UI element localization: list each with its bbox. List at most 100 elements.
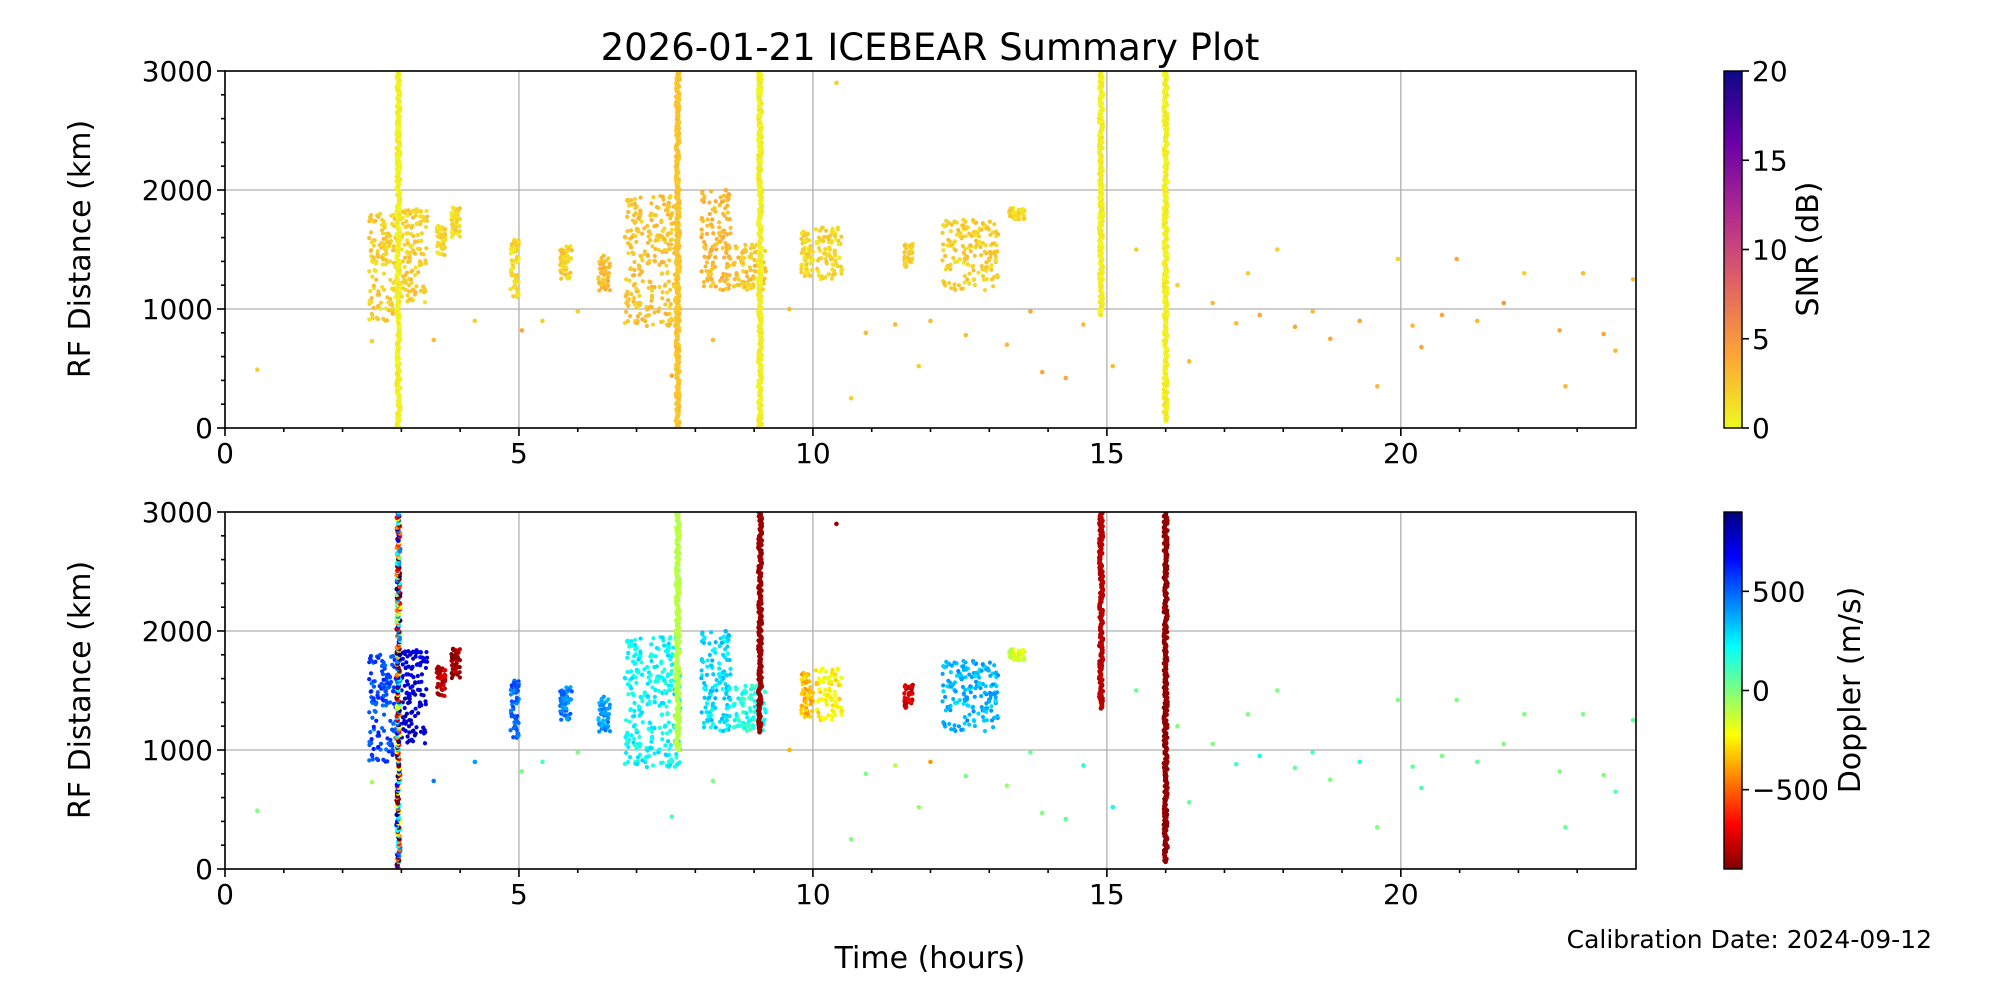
- snr-cluster-point: [657, 306, 662, 311]
- snr-cluster-point: [381, 236, 386, 241]
- snr-cluster-point: [967, 231, 972, 236]
- snr-cluster-point: [660, 228, 665, 234]
- snr-cluster-point: [714, 236, 719, 242]
- snr-cluster-point: [668, 194, 673, 199]
- doppler-cluster-point: [651, 636, 656, 641]
- doppler-cluster-point: [807, 679, 812, 684]
- snr-cluster-point: [560, 268, 565, 273]
- snr-cluster-point: [713, 199, 718, 204]
- doppler-cluster-point: [380, 697, 386, 703]
- snr-cluster-point: [379, 245, 384, 250]
- doppler-cluster-point: [652, 700, 658, 705]
- snr-cluster-point: [659, 219, 664, 225]
- snr-cluster-point: [943, 253, 948, 259]
- doppler-cluster-point: [664, 753, 670, 758]
- snr-cluster-point: [419, 238, 424, 243]
- snr-cluster-point: [632, 213, 637, 218]
- snr-cluster-point: [813, 227, 819, 232]
- doppler-cluster-point: [721, 728, 726, 734]
- doppler-cluster-point: [416, 711, 421, 716]
- doppler-cluster-point: [632, 637, 638, 643]
- snr-cluster-point: [449, 210, 454, 216]
- doppler-cluster-point: [634, 746, 639, 751]
- doppler-cluster-point: [646, 670, 651, 675]
- snr-cluster-point: [407, 255, 412, 261]
- snr-cluster-point: [971, 268, 976, 273]
- snr-cluster-point: [668, 301, 673, 307]
- snr-cluster-point: [373, 261, 378, 266]
- snr-cluster-point: [369, 296, 374, 301]
- snr-cluster-point: [717, 278, 723, 283]
- snr-cluster-point: [711, 231, 716, 236]
- doppler-cluster-point: [405, 682, 411, 687]
- snr-cluster-point: [728, 256, 733, 261]
- snr-cluster-point: [563, 272, 568, 277]
- doppler-cluster-point: [722, 696, 727, 701]
- doppler-cluster-point: [945, 684, 950, 689]
- snr-cluster-point: [642, 251, 647, 257]
- doppler-cluster-point: [725, 723, 730, 728]
- snr-cluster-point: [603, 269, 608, 274]
- snr-cluster-point: [634, 226, 639, 231]
- snr-cluster-point: [624, 292, 629, 297]
- doppler-cluster-point: [387, 674, 392, 679]
- doppler-cluster-point: [640, 672, 645, 677]
- snr-cluster-point: [710, 207, 715, 212]
- snr-cluster-point: [509, 273, 515, 278]
- doppler-cluster-point: [988, 693, 993, 698]
- doppler-cluster-point: [737, 723, 742, 728]
- doppler-cluster-point: [637, 734, 642, 739]
- snr-cluster-point: [832, 250, 837, 255]
- snr-scatter-point: [519, 328, 525, 333]
- doppler-cluster-point: [710, 701, 716, 706]
- doppler-cluster-point: [645, 754, 650, 759]
- doppler-cluster-point: [381, 660, 386, 665]
- snr-scatter-point: [1613, 348, 1618, 353]
- doppler-cluster-point: [943, 708, 948, 713]
- snr-cluster-point: [632, 295, 637, 301]
- snr-cluster-point: [634, 239, 639, 244]
- snr-grid: [224, 70, 1636, 429]
- doppler-cluster-point: [709, 663, 714, 669]
- doppler-cluster-point: [638, 694, 643, 700]
- snr-cluster-point: [943, 267, 948, 272]
- snr-cluster-point: [970, 263, 976, 268]
- doppler-cluster-point: [564, 716, 570, 721]
- snr-scatter-point: [848, 395, 854, 401]
- doppler-cluster-point: [390, 747, 395, 752]
- snr-cluster-point: [383, 262, 389, 267]
- snr-scatter-point: [255, 367, 260, 372]
- doppler-cluster-point: [634, 680, 639, 685]
- snr-cluster-point: [627, 278, 632, 283]
- snr-scatter-point: [1063, 375, 1069, 381]
- snr-cluster-point: [825, 235, 830, 240]
- snr-y-tick-label: 1000: [142, 293, 213, 326]
- snr-cluster-point: [439, 246, 444, 251]
- doppler-cluster-point: [512, 680, 517, 686]
- snr-cluster-point: [636, 216, 641, 221]
- doppler-cluster-point: [816, 714, 821, 719]
- snr-cluster-point: [961, 223, 966, 228]
- doppler-cluster-point: [622, 761, 627, 766]
- snr-cluster-point: [752, 268, 757, 274]
- doppler-cluster-point: [564, 685, 569, 690]
- snr-cluster-point: [387, 259, 393, 264]
- doppler-cluster-point: [662, 689, 667, 694]
- snr-cluster-point: [391, 244, 397, 249]
- doppler-cluster-point: [666, 641, 671, 646]
- doppler-cluster-point: [387, 684, 392, 690]
- snr-cluster-point: [940, 258, 945, 263]
- snr-cluster-point: [435, 243, 440, 249]
- snr-cluster-point: [596, 280, 602, 285]
- snr-cluster-point: [839, 234, 844, 239]
- snr-cluster-point: [908, 250, 913, 255]
- doppler-cluster-point: [667, 699, 672, 704]
- doppler-cluster-point: [962, 721, 967, 726]
- snr-scatter-point: [1175, 282, 1180, 288]
- doppler-cluster-point: [734, 686, 739, 691]
- doppler-cluster-point: [954, 673, 960, 678]
- doppler-cluster-point: [832, 691, 837, 696]
- doppler-cluster-point: [645, 681, 650, 686]
- snr-cluster-point: [799, 270, 804, 275]
